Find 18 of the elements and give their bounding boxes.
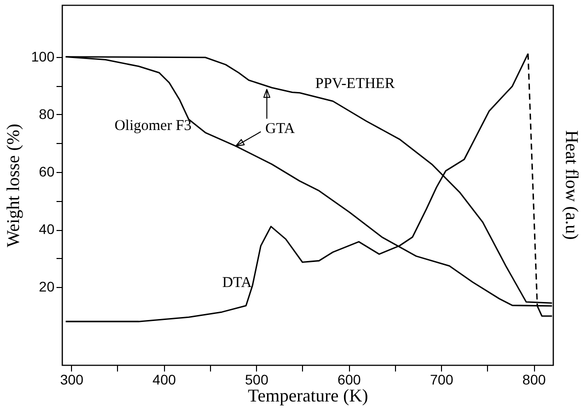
x-tick-label: 400 xyxy=(152,372,176,388)
y2-axis-title: Heat flow (a.u) xyxy=(562,130,582,240)
annotation: GTA xyxy=(265,121,295,137)
x-tick-label: 600 xyxy=(337,372,362,388)
x-tick-label: 700 xyxy=(430,372,454,388)
x-tick-label: 800 xyxy=(522,372,546,388)
y-tick-label: 20 xyxy=(38,278,55,295)
series-label: Oligomer F3 xyxy=(114,118,192,134)
y-tick-label: 60 xyxy=(38,164,55,180)
y-axis-title: Weight losse (%) xyxy=(3,124,24,248)
y-tick-label: 100 xyxy=(31,48,55,64)
x-tick-label: 300 xyxy=(60,372,84,388)
y-tick-label: 80 xyxy=(38,106,55,122)
series-label: PPV-ETHER xyxy=(315,76,395,92)
x-tick-label: 500 xyxy=(245,372,269,388)
series-label: DTA xyxy=(222,275,252,291)
x-axis-title: Temperature (K) xyxy=(248,386,368,406)
y-tick-label: 40 xyxy=(38,221,55,238)
